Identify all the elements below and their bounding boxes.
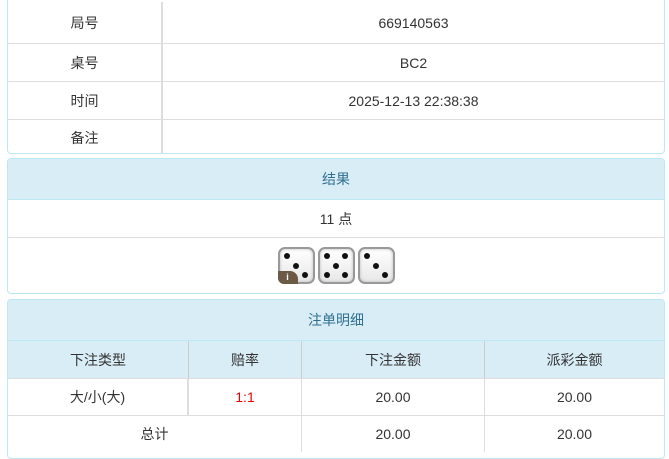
info-row-round: 局号 669140563 (8, 2, 664, 43)
label: 时间 (8, 82, 163, 119)
label: 局号 (8, 2, 163, 43)
pip (342, 271, 349, 278)
pip (342, 253, 349, 260)
die-3: i (277, 247, 315, 284)
info-row-remark: 备注 (8, 119, 664, 153)
bet-amount: 20.00 (302, 379, 485, 415)
total-amount: 20.00 (302, 416, 485, 452)
pip (293, 262, 299, 269)
pip (323, 271, 330, 278)
payout-amount: 20.00 (556, 389, 593, 405)
round-info-panel: 局号 669140563 桌号 BC2 时间 2025-12-13 22:38:38 … (7, 0, 665, 154)
total-payout: 20.00 (556, 426, 593, 442)
total-row: 总计 20.00 20.00 (8, 415, 664, 452)
pip (333, 262, 339, 269)
pip (302, 271, 309, 278)
result-panel: 结果 11 点 i (7, 158, 665, 294)
die-5 (317, 247, 355, 284)
table-row: 大/小(大) 1:1 20.00 20.00 (8, 378, 664, 415)
label: 桌号 (8, 44, 163, 81)
col-header-odds: 赔率 (189, 341, 302, 378)
odds: 1:1 (189, 379, 302, 415)
dice-row: i (8, 237, 664, 293)
bet-details-title: 注单明细 (8, 300, 664, 341)
col-header-payout: 派彩金额 (546, 351, 603, 368)
col-header-type: 下注类型 (8, 341, 189, 378)
round-number: 669140563 (378, 14, 449, 31)
result-title: 结果 (8, 159, 664, 200)
bet-table-header: 下注类型 赔率 下注金额 派彩金额 (8, 341, 664, 378)
info-row-table: 桌号 BC2 (8, 43, 664, 81)
pip (283, 253, 290, 260)
table-number: BC2 (399, 54, 428, 71)
time: 2025-12-13 22:38:38 (348, 92, 479, 109)
bet-type: 大/小(大) (8, 379, 189, 415)
info-icon[interactable]: i (277, 271, 298, 284)
label: 备注 (8, 120, 163, 153)
info-row-time: 时间 2025-12-13 22:38:38 (8, 81, 664, 119)
result-points: 11 点 (319, 210, 353, 227)
die-3 (357, 247, 395, 284)
pip (363, 253, 370, 260)
pip (373, 262, 379, 269)
total-label: 总计 (8, 416, 302, 452)
col-header-amount: 下注金额 (302, 341, 485, 378)
bet-details-panel: 注单明细 下注类型 赔率 下注金额 派彩金额 大/小(大) 1:1 20.00 … (7, 299, 665, 459)
pip (323, 253, 330, 260)
pip (382, 271, 389, 278)
remark (163, 120, 664, 153)
